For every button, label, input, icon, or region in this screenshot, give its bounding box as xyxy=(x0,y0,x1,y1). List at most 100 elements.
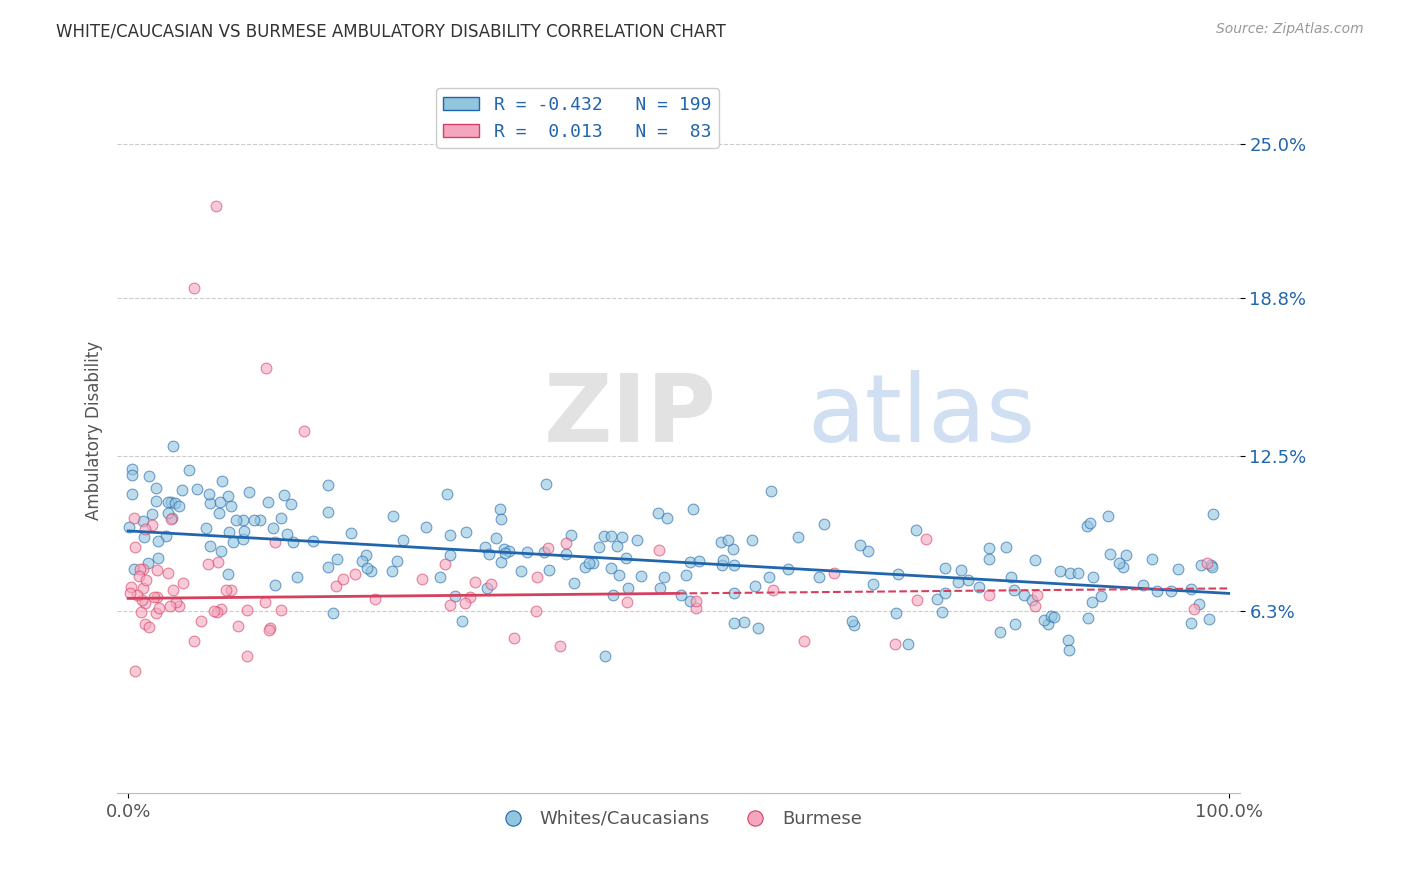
Point xyxy=(211,474,233,488)
Point xyxy=(411,572,433,586)
Point xyxy=(120,586,142,600)
Point xyxy=(1081,570,1104,584)
Point xyxy=(678,593,700,607)
Point xyxy=(202,604,225,618)
Point xyxy=(454,596,477,610)
Point xyxy=(498,544,520,558)
Point xyxy=(259,621,281,635)
Point xyxy=(207,555,229,569)
Point xyxy=(1201,508,1223,522)
Point xyxy=(128,562,150,576)
Point xyxy=(1021,593,1043,607)
Point xyxy=(280,497,302,511)
Point xyxy=(793,633,815,648)
Point xyxy=(685,600,707,615)
Point xyxy=(194,520,217,534)
Point xyxy=(841,614,863,628)
Point xyxy=(160,512,183,526)
Point xyxy=(647,506,669,520)
Point xyxy=(884,637,907,651)
Point xyxy=(494,542,516,557)
Point xyxy=(318,560,340,574)
Point xyxy=(761,583,783,598)
Point xyxy=(127,588,149,602)
Point xyxy=(132,562,155,576)
Point xyxy=(1140,552,1163,566)
Point xyxy=(516,545,538,559)
Point xyxy=(215,582,238,597)
Point xyxy=(609,568,631,582)
Point xyxy=(582,556,605,570)
Point xyxy=(429,570,451,584)
Point xyxy=(132,530,155,544)
Point xyxy=(682,501,704,516)
Point xyxy=(218,525,240,540)
Point xyxy=(134,596,156,610)
Point xyxy=(474,540,496,554)
Point xyxy=(450,615,472,629)
Point xyxy=(235,649,257,664)
Point xyxy=(606,539,628,553)
Point xyxy=(208,506,231,520)
Point xyxy=(995,540,1018,554)
Point xyxy=(555,535,578,549)
Point xyxy=(135,574,157,588)
Point xyxy=(647,543,669,558)
Point xyxy=(758,570,780,584)
Point xyxy=(138,556,160,570)
Point xyxy=(354,548,377,562)
Point xyxy=(1167,561,1189,575)
Point xyxy=(232,513,254,527)
Point xyxy=(675,567,697,582)
Point xyxy=(167,500,190,514)
Point xyxy=(145,493,167,508)
Point xyxy=(1039,609,1062,624)
Point xyxy=(138,620,160,634)
Point xyxy=(915,532,938,546)
Point xyxy=(283,535,305,549)
Point xyxy=(146,534,169,549)
Point xyxy=(710,534,733,549)
Point xyxy=(1132,578,1154,592)
Point xyxy=(456,524,478,539)
Point xyxy=(226,619,249,633)
Text: ZIP: ZIP xyxy=(544,370,717,462)
Point xyxy=(1049,564,1071,578)
Point xyxy=(122,561,145,575)
Point xyxy=(967,580,990,594)
Point xyxy=(1043,609,1066,624)
Point xyxy=(120,580,142,594)
Point xyxy=(1078,516,1101,530)
Point xyxy=(685,594,707,608)
Point xyxy=(121,461,143,475)
Point xyxy=(1199,558,1222,573)
Point xyxy=(733,615,755,629)
Point xyxy=(285,570,308,584)
Point xyxy=(356,561,378,575)
Point xyxy=(276,527,298,541)
Point xyxy=(741,533,763,547)
Point xyxy=(292,424,315,438)
Point xyxy=(1097,508,1119,523)
Point xyxy=(934,586,956,600)
Point xyxy=(209,601,232,615)
Point xyxy=(198,539,221,553)
Point xyxy=(205,199,228,213)
Point xyxy=(593,648,616,663)
Point xyxy=(1108,556,1130,570)
Point xyxy=(249,513,271,527)
Point xyxy=(489,511,512,525)
Point xyxy=(1024,552,1046,566)
Point xyxy=(1032,613,1054,627)
Point xyxy=(162,510,184,524)
Point xyxy=(162,439,184,453)
Point xyxy=(256,495,278,509)
Point xyxy=(262,521,284,535)
Point xyxy=(1098,547,1121,561)
Point xyxy=(650,581,672,595)
Point xyxy=(897,637,920,651)
Point xyxy=(813,517,835,532)
Text: WHITE/CAUCASIAN VS BURMESE AMBULATORY DISABILITY CORRELATION CHART: WHITE/CAUCASIAN VS BURMESE AMBULATORY DI… xyxy=(56,22,725,40)
Point xyxy=(190,615,212,629)
Point xyxy=(950,563,973,577)
